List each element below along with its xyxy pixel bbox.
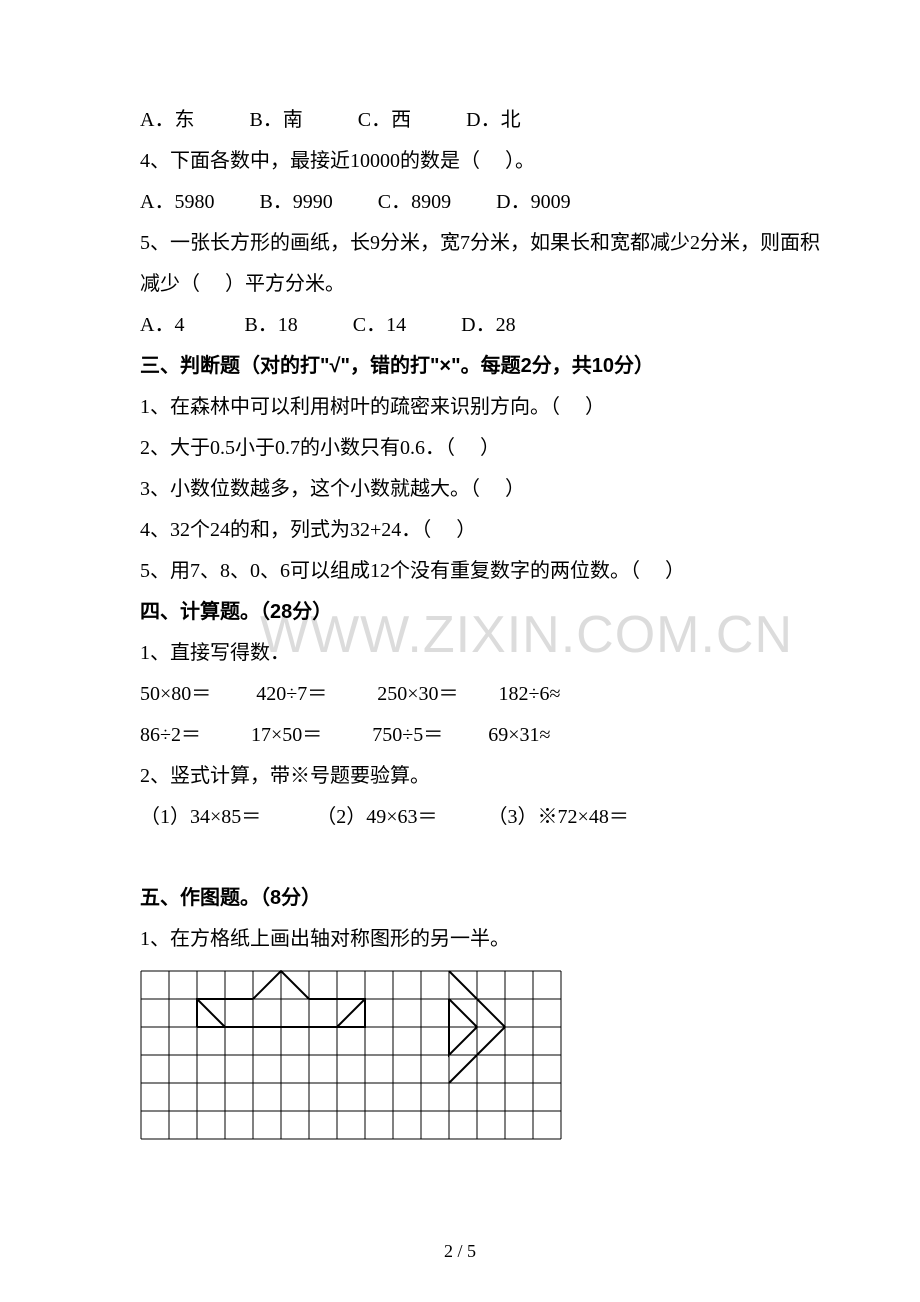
s3-q2: 2、大于0.5小于0.7的小数只有0.6．（ ） [140, 428, 780, 469]
section-4-title: 四、计算题。（28分） [140, 592, 780, 633]
s4-row3: （1）34×85＝ （2）49×63＝ （3）※72×48＝ [140, 797, 780, 838]
q3-options: A．东 B．南 C．西 D．北 [140, 100, 780, 141]
q5-stem-line2: 减少（ ）平方分米。 [140, 264, 780, 305]
s3-q1: 1、在森林中可以利用树叶的疏密来识别方向。（ ） [140, 387, 780, 428]
q4-options: A．5980 B．9990 C．8909 D．9009 [140, 182, 780, 223]
spacer [140, 838, 780, 878]
s4-row1: 50×80＝ 420÷7＝ 250×30＝ 182÷6≈ [140, 674, 780, 715]
s4-row2: 86÷2＝ 17×50＝ 750÷5＝ 69×31≈ [140, 715, 780, 756]
page-content: A．东 B．南 C．西 D．北 4、下面各数中，最接近10000的数是（ ）。 … [140, 100, 780, 1145]
s3-q3: 3、小数位数越多，这个小数就越大。（ ） [140, 469, 780, 510]
grid-svg [140, 970, 562, 1140]
section-5-title: 五、作图题。（8分） [140, 878, 780, 919]
section-3-title: 三、判断题（对的打"√"，错的打"×"。每题2分，共10分） [140, 346, 780, 387]
s3-q5: 5、用7、8、0、6可以组成12个没有重复数字的两位数。（ ） [140, 551, 780, 592]
q5-options: A．4 B．18 C．14 D．28 [140, 305, 780, 346]
s3-q4: 4、32个24的和，列式为32+24．（ ） [140, 510, 780, 551]
s5-q1: 1、在方格纸上画出轴对称图形的另一半。 [140, 919, 780, 960]
q5-stem-line1: 5、一张长方形的画纸，长9分米，宽7分米，如果长和宽都减少2分米，则面积 [140, 223, 780, 264]
q4-stem: 4、下面各数中，最接近10000的数是（ ）。 [140, 141, 780, 182]
s4-sub1: 1、直接写得数． [140, 633, 780, 674]
grid-figure [140, 970, 780, 1145]
s4-sub2: 2、竖式计算，带※号题要验算。 [140, 756, 780, 797]
page-number: 2 / 5 [0, 1241, 920, 1262]
